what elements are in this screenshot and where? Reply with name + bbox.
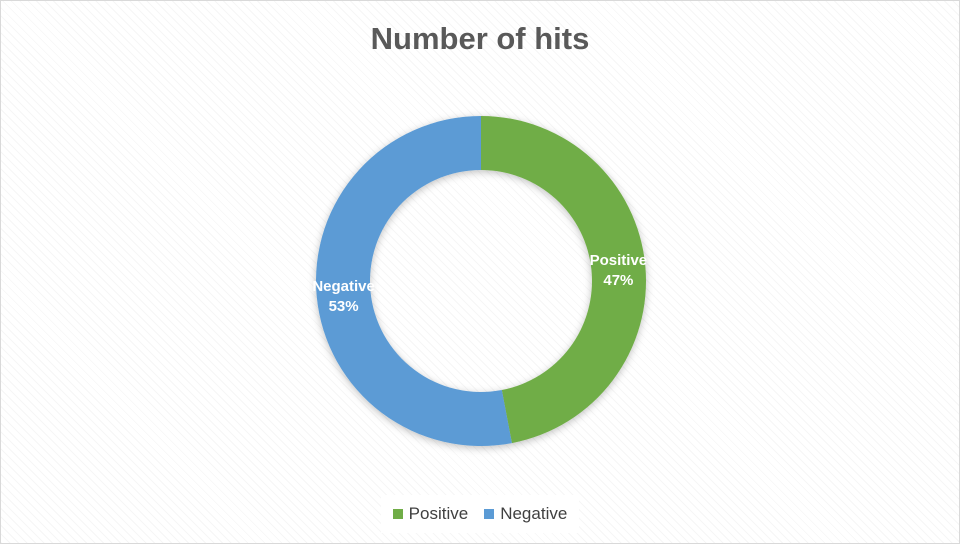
slice-positive [481,116,646,444]
legend-swatch-negative [484,509,495,519]
chart-title: Number of hits [370,21,590,56]
legend-label-negative: Negative [500,504,568,523]
slice-negative [315,116,512,446]
legend: Positive Negative [381,495,579,533]
data-label-negative: Negative 53% [312,278,375,315]
legend-label-positive: Positive [408,504,469,523]
data-label-positive: Positive 47% [590,252,648,289]
legend-swatch-positive [392,509,403,519]
legend-item-negative: Negative [484,504,567,524]
legend-item-positive: Positive [392,504,469,524]
